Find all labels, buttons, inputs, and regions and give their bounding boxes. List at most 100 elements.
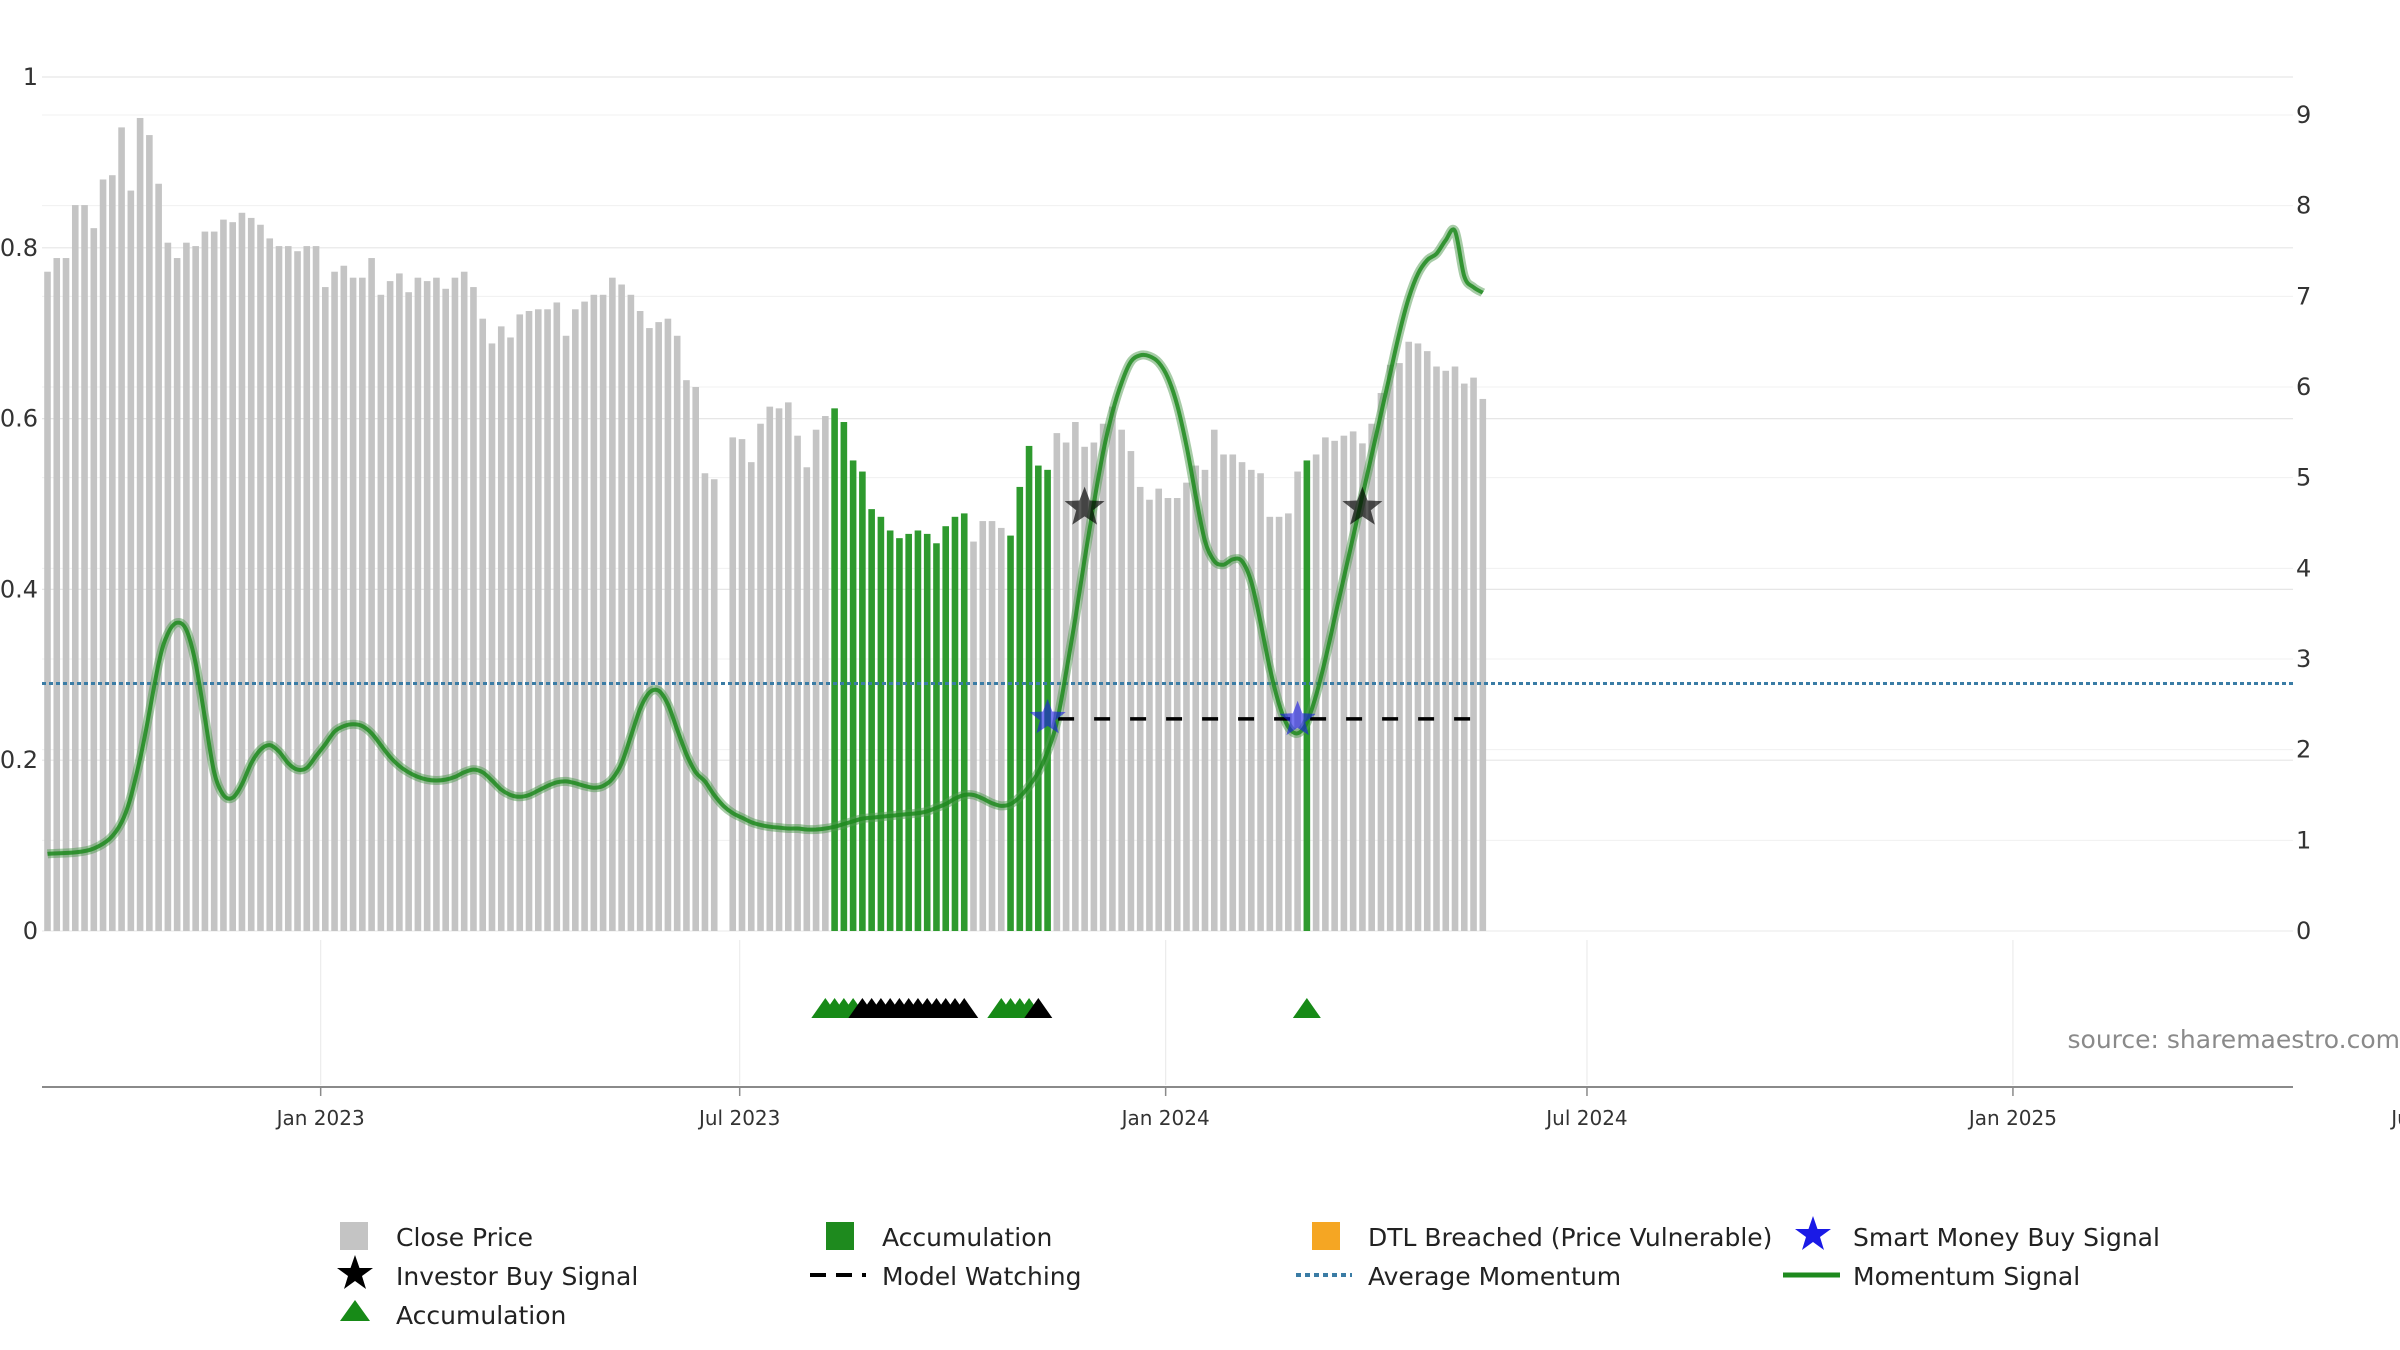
price-bar <box>1377 392 1385 932</box>
price-bar <box>1433 366 1440 932</box>
accumulation-bar <box>1035 465 1042 931</box>
price-bar <box>1210 429 1218 931</box>
price-bar <box>322 287 329 932</box>
accumulation-triangle-icon <box>1292 998 1321 1018</box>
price-bar <box>220 219 227 932</box>
accumulation-bar <box>831 408 838 931</box>
price-bar <box>1470 377 1477 931</box>
price-bar <box>294 251 301 931</box>
price-bar <box>266 238 274 931</box>
price-bar <box>1201 469 1209 931</box>
accumulation-bar <box>933 543 940 931</box>
accumulation-bar <box>1303 460 1311 931</box>
price-bar <box>1442 370 1450 931</box>
price-bar <box>1155 488 1162 931</box>
x-tick-label: Jul 2024 <box>1544 1106 1627 1130</box>
price-bar <box>146 135 153 931</box>
price-bar <box>62 258 70 932</box>
price-bar <box>405 292 412 931</box>
price-bar <box>238 212 246 931</box>
price-bar <box>1136 486 1144 931</box>
legend-dtl-breached: DTL Breached (Price Vulnerable) <box>1368 1223 1772 1252</box>
legend-accumulation: Accumulation <box>882 1223 1052 1252</box>
price-bar <box>507 337 514 932</box>
accumulation-bar <box>951 516 959 931</box>
legend-investor-buy-star-icon <box>337 1255 373 1289</box>
price-bar <box>201 231 209 932</box>
price-bar <box>1183 482 1190 931</box>
price-bar <box>785 402 792 931</box>
y-axis-right: 0 1 2 3 4 5 6 7 8 9 <box>2296 101 2311 945</box>
price-bar <box>275 246 283 932</box>
price-bar <box>155 183 162 931</box>
price-bar <box>210 231 218 932</box>
price-bar <box>497 326 505 931</box>
price-bar <box>396 273 403 931</box>
price-bar <box>1423 351 1431 931</box>
price-bar <box>673 335 681 932</box>
x-tick-label: Jul 2025 <box>2389 1106 2400 1130</box>
legend-momentum-signal: Momentum Signal <box>1853 1262 2080 1291</box>
price-bar <box>433 277 440 931</box>
price-bar <box>599 294 607 931</box>
legend-close-price-swatch <box>340 1222 368 1250</box>
price-bar <box>525 310 533 932</box>
price-bar <box>1414 343 1422 931</box>
y-left-tick-label: 0 <box>23 917 38 945</box>
price-bar <box>1349 431 1357 931</box>
price-bar <box>423 281 431 932</box>
price-bar <box>988 521 996 931</box>
investor-buy-star-icon <box>1064 486 1105 525</box>
price-bar <box>173 258 181 932</box>
black-triangle-marker-icon <box>950 998 979 1018</box>
y-left-tick-label: 0.2 <box>0 746 38 774</box>
accumulation-bar <box>923 533 931 931</box>
price-bar <box>479 318 487 931</box>
accumulation-bar <box>840 422 848 931</box>
accumulation-markers <box>811 998 1321 1018</box>
accumulation-bar <box>886 530 894 931</box>
price-bar <box>460 271 468 931</box>
price-bar <box>1479 398 1487 931</box>
price-bar <box>1368 423 1375 931</box>
price-bar <box>136 117 144 931</box>
price-bar <box>1220 454 1227 931</box>
accumulation-bar <box>877 516 885 931</box>
price-bar <box>164 242 172 931</box>
accumulation-bar <box>942 526 950 931</box>
price-bar <box>646 328 653 931</box>
y-right-tick-label: 3 <box>2296 645 2311 673</box>
price-bar <box>516 314 524 931</box>
y-axis-left: 0 0.2 0.4 0.6 0.8 1 <box>0 63 38 945</box>
price-bar <box>284 246 292 932</box>
price-bar <box>738 439 746 931</box>
price-bar <box>488 343 496 931</box>
price-bar <box>609 277 616 931</box>
legend-smart-money: Smart Money Buy Signal <box>1853 1223 2160 1252</box>
price-bar <box>1257 473 1264 931</box>
black-triangle-marker-icon <box>1024 998 1053 1018</box>
price-bar <box>794 435 801 931</box>
price-bar <box>442 288 449 931</box>
price-bar <box>331 271 338 931</box>
y-right-tick-label: 5 <box>2296 464 2311 492</box>
source-label: source: sharemaestro.com <box>2068 1025 2400 1054</box>
momentum-signal-line <box>46 224 1486 859</box>
price-bar <box>581 301 588 931</box>
legend-accumulation-swatch <box>826 1222 854 1250</box>
price-bar <box>1340 435 1348 931</box>
price-bars <box>44 117 1487 932</box>
price-bar <box>970 541 977 931</box>
legend-smart-money-star-icon <box>1795 1216 1831 1250</box>
price-bar <box>247 217 255 931</box>
legend-investor-buy: Investor Buy Signal <box>396 1262 638 1291</box>
accumulation-bar <box>868 509 875 931</box>
x-tick-label: Jan 2025 <box>1967 1106 2057 1130</box>
price-bar <box>1118 429 1125 931</box>
price-bar <box>127 190 135 931</box>
price-bar <box>44 271 51 931</box>
accumulation-bar <box>859 471 866 931</box>
legend-accumulation-triangle-icon <box>340 1300 370 1321</box>
x-tick-label: Jul 2023 <box>697 1106 780 1130</box>
